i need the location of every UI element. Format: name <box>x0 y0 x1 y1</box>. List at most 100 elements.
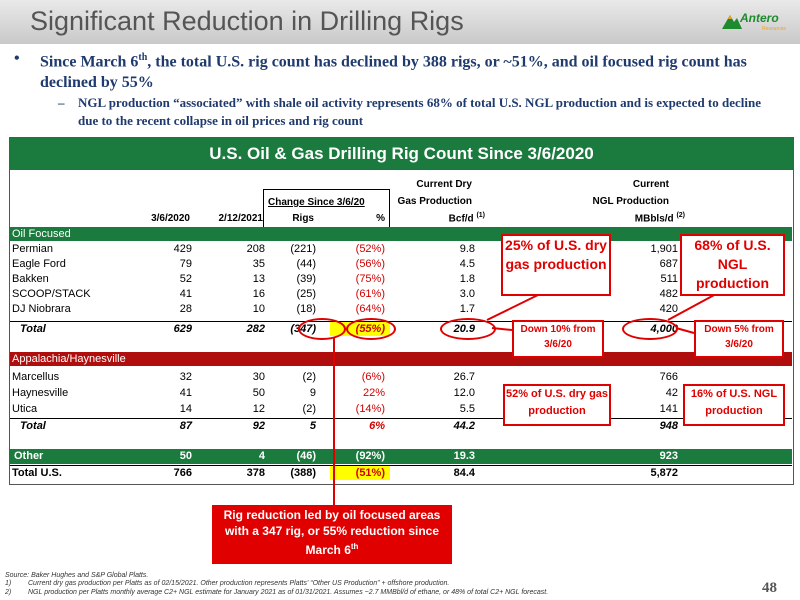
row-rigs: (2) <box>302 371 316 383</box>
row-gas: 4.5 <box>459 258 475 270</box>
row-name: Total <box>20 323 46 335</box>
row-pct: (92%) <box>355 450 385 462</box>
row-ngl: 5,872 <box>650 467 678 479</box>
main-bullet-text-a: Since March 6 <box>40 53 139 71</box>
table-row-total-us: Total U.S. 766 378 (388) (51%) 84.4 5,87… <box>10 465 792 481</box>
footnote-1-num: 1) <box>5 580 12 587</box>
row-ngl: 482 <box>659 288 678 300</box>
main-bullet-text-b: , the total U.S. rig count has declined … <box>40 53 747 92</box>
annotation-68-ngl: 68% of U.S. NGL production <box>680 234 785 296</box>
row-3-6: 28 <box>179 303 192 315</box>
mountain-logo-icon <box>722 15 742 29</box>
page-title: Significant Reduction in Drilling Rigs <box>30 6 464 36</box>
row-2-12: 282 <box>246 323 265 335</box>
table-row: DJ Niobrara 28 10 (18) (64%) 1.7 420 <box>10 302 792 317</box>
row-2-12: 35 <box>252 258 265 270</box>
row-ngl: 766 <box>659 371 678 383</box>
row-pct: (52%) <box>355 243 385 255</box>
row-3-6: 87 <box>179 420 192 432</box>
gas-header-line1: Current Dry <box>416 179 472 190</box>
row-2-12: 92 <box>252 420 265 432</box>
row-2-12: 4 <box>258 450 265 462</box>
row-rigs: (221) <box>290 243 316 255</box>
arrow-down10 <box>491 327 513 331</box>
row-ngl: 948 <box>659 420 678 432</box>
row-gas: 12.0 <box>453 387 475 399</box>
table-row: Bakken 52 13 (39) (75%) 1.8 511 <box>10 272 792 287</box>
table-row-total: Total 87 92 5 6% 44.2 948 <box>10 418 792 434</box>
row-name: DJ Niobrara <box>12 303 71 315</box>
row-3-6: 41 <box>179 288 192 300</box>
row-name: SCOOP/STACK <box>12 288 91 300</box>
row-name: Utica <box>12 403 38 415</box>
callout-text: Rig reduction led by oil focused areas w… <box>223 508 441 557</box>
rig-count-table: U.S. Oil & Gas Drilling Rig Count Since … <box>9 137 794 485</box>
table-row: Marcellus 32 30 (2) (6%) 26.7 766 <box>10 370 792 385</box>
row-name: Eagle Ford <box>12 258 66 270</box>
dash-icon: – <box>58 95 65 110</box>
row-gas: 19.3 <box>453 450 475 462</box>
ngl-header-line1: Current <box>632 179 669 190</box>
row-2-12: 30 <box>252 371 265 383</box>
row-ngl: 687 <box>659 258 678 270</box>
row-rigs: (25) <box>296 288 316 300</box>
annotation-down10: Down 10% from 3/6/20 <box>512 320 604 358</box>
col-header-rigs: Rigs <box>292 213 314 224</box>
ngl-header-sup: (2) <box>676 212 685 219</box>
antero-logo: Antero Resources <box>722 9 792 37</box>
table-row: SCOOP/STACK 41 16 (25) (61%) 3.0 482 <box>10 287 792 302</box>
gas-header-line2: Gas Production <box>397 196 472 207</box>
row-gas: 1.8 <box>459 273 475 285</box>
oval-pct-total <box>346 318 396 340</box>
gas-header-unit: Bcf/d <box>448 213 474 225</box>
table-row: Haynesville 41 50 9 22% 12.0 42 <box>10 386 792 401</box>
row-2-12: 50 <box>252 387 265 399</box>
gas-header-sup: (1) <box>476 212 485 219</box>
row-name: Permian <box>12 243 53 255</box>
row-2-12: 12 <box>252 403 265 415</box>
row-pct: 6% <box>369 420 385 432</box>
col-header-pct: % <box>376 213 385 224</box>
section-oil-label: Oil Focused <box>12 228 71 240</box>
page-number: 48 <box>762 580 777 596</box>
row-3-6: 79 <box>179 258 192 270</box>
table-row: Utica 14 12 (2) (14%) 5.5 141 <box>10 402 792 417</box>
row-3-6: 14 <box>179 403 192 415</box>
row-gas: 26.7 <box>453 371 475 383</box>
row-ngl: 923 <box>659 450 678 462</box>
row-rigs: (2) <box>302 403 316 415</box>
row-pct: (51%) <box>355 467 385 479</box>
row-pct: (64%) <box>355 303 385 315</box>
annotation-25-gas: 25% of U.S. dry gas production <box>501 234 611 296</box>
annotation-down5: Down 5% from 3/6/20 <box>694 320 784 358</box>
row-rigs: (39) <box>296 273 316 285</box>
title-bar: Significant Reduction in Drilling Rigs A… <box>0 0 800 44</box>
row-rigs: (18) <box>296 303 316 315</box>
callout-sup: th <box>350 542 359 551</box>
row-name: Bakken <box>12 273 49 285</box>
rig-reduction-callout: Rig reduction led by oil focused areas w… <box>212 505 452 564</box>
row-name: Total <box>20 420 46 432</box>
table-row: Eagle Ford 79 35 (44) (56%) 4.5 687 <box>10 257 792 272</box>
row-name: Other <box>14 450 44 462</box>
row-3-6: 52 <box>179 273 192 285</box>
section-other: Other 50 4 (46) (92%) 19.3 923 <box>10 449 792 464</box>
row-2-12: 378 <box>246 467 265 479</box>
row-name: Haynesville <box>12 387 69 399</box>
ngl-header-line2: NGL Production <box>592 196 669 207</box>
row-pct: (75%) <box>355 273 385 285</box>
row-rigs: (44) <box>296 258 316 270</box>
row-3-6: 429 <box>173 243 192 255</box>
row-gas: 3.0 <box>459 288 475 300</box>
row-rigs: 9 <box>309 387 316 399</box>
col-header-3-6: 3/6/2020 <box>151 213 190 224</box>
row-2-12: 10 <box>252 303 265 315</box>
row-pct: (61%) <box>355 288 385 300</box>
ngl-header-unit: MBbls/d <box>634 213 674 225</box>
arrow-25-gas <box>486 293 541 321</box>
row-3-6: 41 <box>179 387 192 399</box>
row-3-6: 629 <box>173 323 192 335</box>
row-pct: (6%) <box>361 371 385 383</box>
gas-header-line3: Bcf/d (1) <box>449 212 485 224</box>
